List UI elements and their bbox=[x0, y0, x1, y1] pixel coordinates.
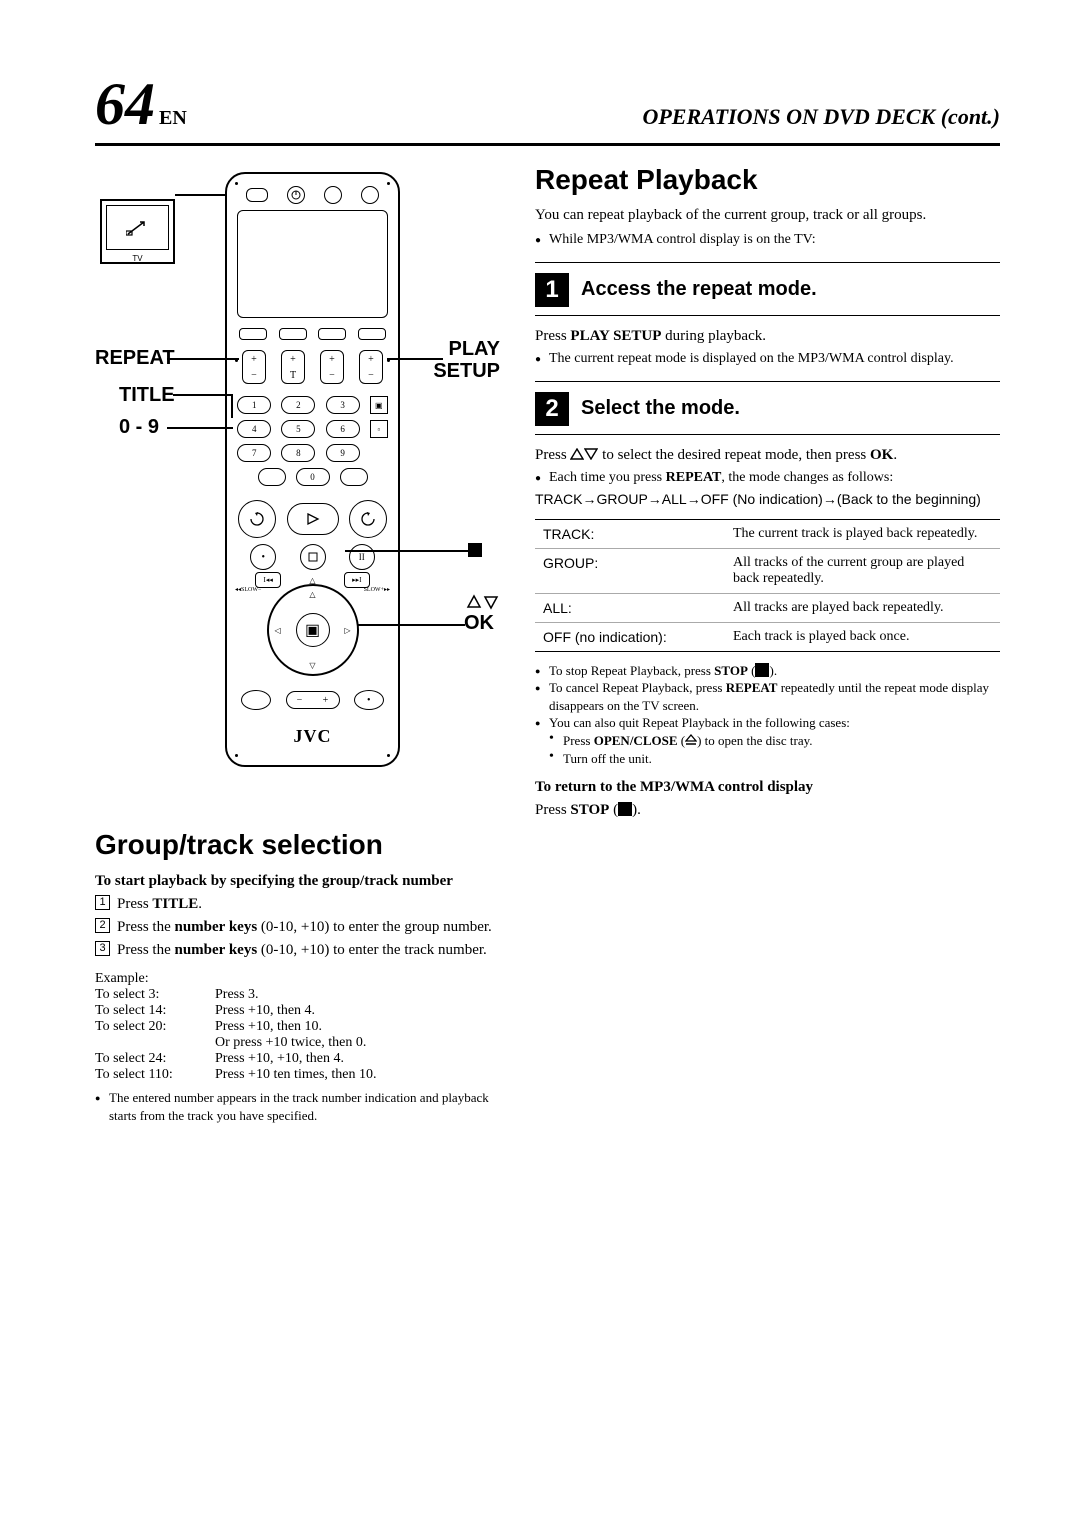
label-playsetup1: PLAY bbox=[448, 338, 500, 361]
remote-figure: TV bbox=[95, 164, 500, 799]
group-track-heading: Group/track selection bbox=[95, 829, 500, 861]
page-number: 64 bbox=[95, 71, 155, 137]
leader-stop bbox=[345, 550, 473, 552]
stop-icon bbox=[755, 663, 769, 677]
step-2-num: 2 bbox=[535, 392, 569, 426]
remote-outline: +− +T +− +− 123▣ 456▫ 789 0 • bbox=[225, 172, 400, 767]
eject-icon bbox=[685, 734, 697, 746]
step-1: 1 Access the repeat mode. bbox=[535, 273, 1000, 307]
repeat-intro: You can repeat playback of the current g… bbox=[535, 206, 1000, 225]
tv-label: TV bbox=[102, 254, 173, 263]
example-block: Example: To select 3:Press 3. To select … bbox=[95, 971, 500, 1083]
table-row: GROUP:All tracks of the current group ar… bbox=[535, 548, 1000, 593]
repeat-intro-bullet: While MP3/WMA control display is on the … bbox=[535, 231, 1000, 250]
return-label: To return to the MP3/WMA control display bbox=[535, 779, 1000, 796]
step-2-seq: TRACK→GROUP→ALL→OFF (No indication)→(Bac… bbox=[535, 490, 1000, 509]
leader-ok bbox=[357, 624, 465, 626]
page-header: 64EN OPERATIONS ON DVD DECK (cont.) bbox=[95, 70, 1000, 146]
after-notes: To stop Repeat Playback, press STOP (). … bbox=[535, 662, 1000, 767]
step-1-num: 1 bbox=[535, 273, 569, 307]
leader-playsetup bbox=[387, 358, 443, 360]
step-1-title: Access the repeat mode. bbox=[581, 278, 817, 301]
group-track-steps: 1Press TITLE. 2Press the number keys (0-… bbox=[95, 894, 500, 961]
page-lang: EN bbox=[159, 107, 187, 129]
label-playsetup2: SETUP bbox=[433, 360, 500, 383]
tv-icon: TV bbox=[100, 199, 175, 264]
header-title: OPERATIONS ON DVD DECK (cont.) bbox=[642, 104, 1000, 130]
leader-repeat bbox=[167, 358, 239, 360]
step-2-title: Select the mode. bbox=[581, 397, 740, 420]
table-row: ALL:All tracks are played back repeatedl… bbox=[535, 593, 1000, 622]
step-2-bullet: Each time you press REPEAT, the mode cha… bbox=[535, 469, 1000, 488]
repeat-heading: Repeat Playback bbox=[535, 164, 1000, 196]
leader-numrange bbox=[167, 427, 233, 429]
brand-label: JVC bbox=[227, 726, 398, 747]
label-ok: OK bbox=[464, 612, 494, 635]
step-1-body: Press PLAY SETUP during playback. bbox=[535, 326, 1000, 346]
label-numrange: 0 - 9 bbox=[119, 416, 159, 439]
step-2-body: Press to select the desired repeat mode,… bbox=[535, 445, 1000, 465]
step-1-bullet: The current repeat mode is displayed on … bbox=[535, 350, 1000, 369]
page-number-block: 64EN bbox=[95, 70, 187, 139]
group-track-subhead: To start playback by specifying the grou… bbox=[95, 873, 500, 890]
table-row: OFF (no indication):Each track is played… bbox=[535, 622, 1000, 651]
group-track-note: The entered number appears in the track … bbox=[95, 1089, 500, 1124]
step-2: 2 Select the mode. bbox=[535, 392, 1000, 426]
modes-table: TRACK:The current track is played back r… bbox=[535, 519, 1000, 652]
return-body: Press STOP () (■).. bbox=[535, 800, 1000, 820]
leader-title bbox=[173, 394, 233, 396]
stop-icon bbox=[618, 802, 632, 816]
label-title: TITLE bbox=[119, 384, 175, 407]
table-row: TRACK:The current track is played back r… bbox=[535, 519, 1000, 548]
label-repeat: REPEAT bbox=[95, 347, 175, 370]
